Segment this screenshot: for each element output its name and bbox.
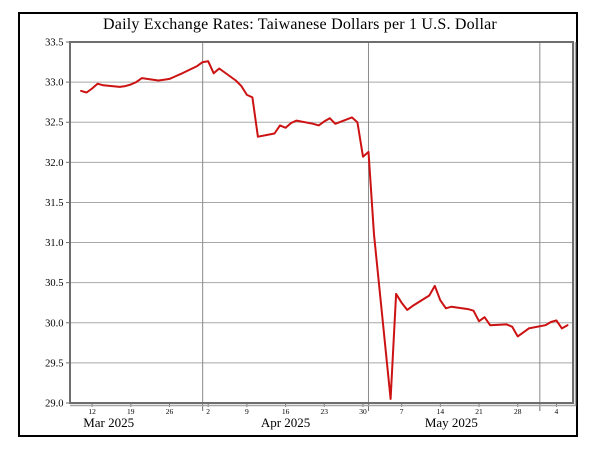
y-axis-labels: 33.5 33.0 32.5 32.0 31.5 31.0 30.5 30.0 29.5 29.0 (45, 38, 63, 410)
x-axis-label: 16 (282, 407, 290, 416)
x-axis-label: 28 (514, 407, 522, 416)
y-axis-label: 32.0 (45, 158, 63, 169)
y-axis-label: 30.5 (45, 278, 63, 289)
x-axis-labels: 12 19 26 2 9 16 23 30 7 14 21 28 4 (88, 407, 558, 416)
y-axis-label: 32.5 (45, 118, 63, 129)
y-axis-label: 33.5 (45, 38, 63, 49)
month-label: Mar 2025 (83, 415, 134, 430)
y-axis-label: 30.0 (45, 318, 63, 329)
y-axis-label: 29.0 (45, 399, 63, 410)
month-label: May 2025 (425, 415, 478, 430)
y-axis-label: 33.0 (45, 78, 63, 89)
x-axis-label: 7 (400, 407, 404, 416)
x-axis-label: 9 (245, 407, 249, 416)
x-axis-label: 30 (359, 407, 367, 416)
y-axis-label: 29.5 (45, 358, 63, 369)
exchange-rate-line (80, 60, 569, 400)
chart-title: Daily Exchange Rates: Taiwanese Dollars … (103, 16, 497, 33)
month-labels: Mar 2025 Apr 2025 May 2025 (83, 415, 478, 430)
x-axis-label: 23 (321, 407, 329, 416)
x-axis-label: 2 (206, 407, 210, 416)
x-axis-label: 4 (555, 407, 559, 416)
chart-border (18, 12, 578, 437)
month-gridlines (202, 42, 541, 411)
y-axis-label: 31.5 (45, 198, 63, 209)
y-axis-label: 31.0 (45, 238, 63, 249)
x-axis-label: 19 (127, 407, 135, 416)
x-axis-label: 21 (475, 407, 483, 416)
x-axis-label: 26 (166, 407, 174, 416)
x-axis-label: 12 (88, 407, 96, 416)
plot-frame (69, 41, 574, 404)
month-label: Apr 2025 (261, 415, 310, 430)
plot-frame-shadow (70, 42, 577, 407)
x-axis-label: 14 (437, 407, 445, 416)
